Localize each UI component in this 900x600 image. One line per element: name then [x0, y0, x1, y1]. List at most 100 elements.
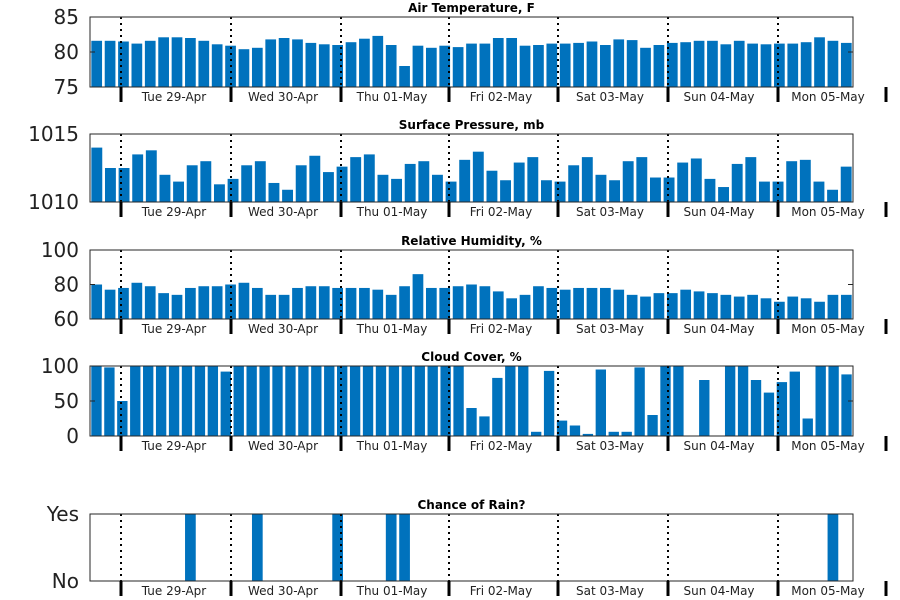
bar — [540, 180, 552, 202]
bar — [311, 366, 322, 436]
bar — [363, 154, 375, 202]
bar — [143, 366, 154, 436]
bar — [699, 380, 710, 436]
bar — [131, 282, 143, 319]
bar — [479, 43, 491, 87]
bar — [737, 366, 749, 436]
x-tick-label: Thu 01-May — [356, 205, 428, 219]
bar — [827, 514, 839, 581]
bar — [158, 293, 169, 320]
bar — [412, 274, 424, 319]
bar — [622, 161, 634, 202]
bar — [527, 157, 539, 202]
bar — [626, 294, 638, 319]
bar — [707, 40, 718, 87]
x-tick-label: Sun 04-May — [683, 322, 754, 336]
bar — [298, 366, 309, 436]
bar — [399, 286, 410, 319]
bar — [546, 43, 558, 87]
bar — [666, 42, 678, 87]
bar — [295, 165, 307, 202]
bar — [733, 40, 745, 87]
bar — [104, 168, 116, 202]
bar — [404, 163, 416, 202]
bar — [666, 293, 678, 320]
bar — [745, 157, 757, 202]
bar — [439, 45, 451, 87]
bar — [789, 371, 800, 436]
bar — [272, 366, 283, 436]
bar — [556, 420, 568, 436]
bar — [431, 174, 443, 202]
y-tick-label: 1015 — [28, 122, 79, 146]
bar — [118, 287, 129, 319]
bar — [720, 44, 732, 87]
bar — [747, 43, 758, 87]
bar — [168, 366, 180, 436]
bar — [91, 366, 102, 436]
bar — [91, 284, 103, 319]
bar — [445, 181, 457, 202]
bar — [600, 45, 611, 87]
panel-title: Chance of Rain? — [417, 498, 525, 512]
bar — [760, 298, 772, 319]
bar — [760, 44, 772, 87]
bar — [573, 42, 584, 87]
bar — [91, 40, 103, 87]
x-tick-label: Sun 04-May — [683, 584, 754, 598]
bar — [472, 151, 484, 202]
bar — [479, 416, 490, 436]
bar — [372, 289, 384, 319]
y-tick-label: 1010 — [28, 190, 79, 214]
bar — [636, 157, 648, 202]
bar — [673, 366, 684, 436]
bar — [680, 289, 692, 319]
bar — [211, 44, 223, 87]
bar — [513, 162, 525, 202]
bar — [385, 514, 397, 581]
bar — [814, 37, 825, 87]
bar — [586, 41, 598, 87]
bar — [359, 38, 370, 87]
x-tick-label: Sun 04-May — [683, 90, 754, 104]
y-tick-label: 100 — [41, 354, 79, 378]
bar — [285, 366, 296, 436]
bar — [720, 294, 732, 319]
bar — [282, 189, 294, 202]
bar — [318, 44, 330, 87]
x-tick-label: Tue 29-Apr — [141, 584, 206, 598]
bar — [569, 425, 581, 436]
bar — [198, 40, 210, 87]
bar — [518, 366, 529, 436]
y-tick-label: Yes — [46, 502, 79, 526]
x-tick-label: Tue 29-Apr — [141, 322, 206, 336]
x-tick-label: Sat 03-May — [576, 439, 644, 453]
bar — [724, 366, 736, 436]
bar — [305, 286, 317, 319]
bar — [251, 287, 263, 319]
bar — [238, 282, 250, 319]
bar — [595, 369, 606, 436]
bar — [377, 174, 389, 202]
bar — [800, 298, 812, 319]
x-tick-label: Mon 05-May — [791, 205, 865, 219]
bar — [388, 366, 400, 436]
bar — [626, 40, 638, 87]
y-tick-label: 100 — [41, 238, 79, 262]
bar — [479, 286, 491, 319]
x-tick-label: Fri 02-May — [470, 322, 533, 336]
bar — [233, 366, 244, 436]
bar — [118, 168, 130, 202]
bar — [693, 40, 705, 87]
bar — [841, 374, 852, 436]
bar — [621, 431, 632, 436]
x-tick-label: Mon 05-May — [791, 584, 865, 598]
bar — [774, 301, 785, 319]
bar — [776, 382, 788, 436]
bar — [747, 294, 758, 319]
x-tick-label: Fri 02-May — [470, 205, 533, 219]
x-tick-label: Sat 03-May — [576, 322, 644, 336]
bar — [533, 45, 544, 87]
chart-panel-2: Relative Humidity, % 60 80 100 Tue 29-Apr Wed… — [41, 234, 888, 336]
x-tick-label: Thu 01-May — [356, 322, 428, 336]
